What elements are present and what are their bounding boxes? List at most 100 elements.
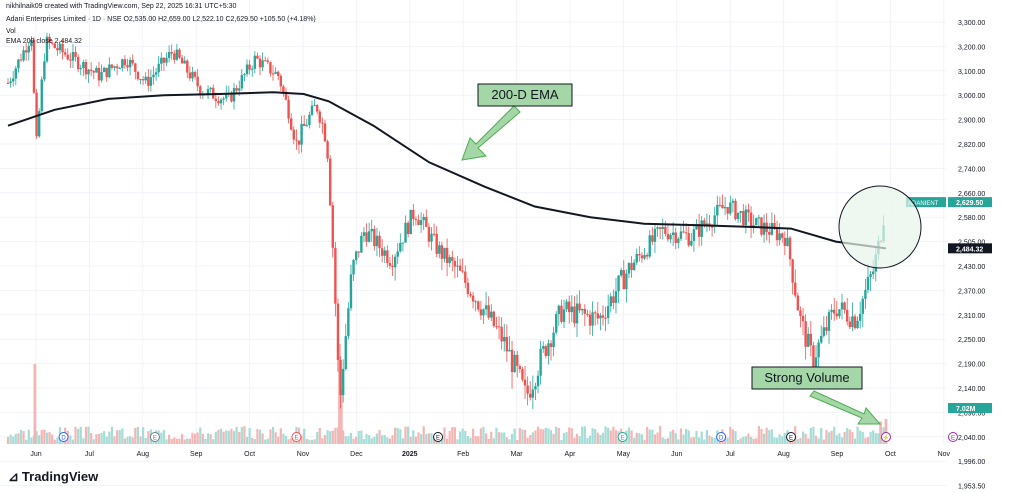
volume-bar xyxy=(659,426,662,444)
candle-body xyxy=(736,212,740,220)
volume-bar xyxy=(827,432,831,444)
candle-body xyxy=(32,39,36,93)
candle-body xyxy=(778,233,781,241)
candle-body xyxy=(24,50,28,53)
volume-bar xyxy=(258,429,262,444)
volume-bar xyxy=(240,427,243,444)
volume-bar xyxy=(84,426,88,444)
volume-bar xyxy=(110,426,114,444)
candle-body xyxy=(69,59,72,61)
volume-bar xyxy=(394,427,397,444)
volume-bar xyxy=(607,427,610,444)
volume-bar xyxy=(375,433,379,444)
candle-body xyxy=(596,313,599,319)
candle-body xyxy=(575,303,579,324)
volume-bar xyxy=(209,434,212,444)
price-axis[interactable]: 3,300.00 3,200.00 3,100.00 3,000.00 2,900.00… xyxy=(906,20,992,491)
volume-bar xyxy=(744,436,747,444)
volume-bar xyxy=(342,430,345,444)
candle-body xyxy=(671,232,675,236)
volume-bar xyxy=(747,433,750,444)
volume-bar xyxy=(9,434,12,444)
candle-body xyxy=(534,386,537,390)
volume-bar xyxy=(427,433,431,444)
volume-legend[interactable]: Vol xyxy=(6,28,16,35)
volume-bar xyxy=(425,434,428,444)
volume-bar xyxy=(825,430,828,444)
volume-bar xyxy=(14,433,17,444)
volume-bar xyxy=(768,430,771,444)
candle-body xyxy=(121,59,124,69)
volume-bar xyxy=(853,438,857,444)
time-axis[interactable]: Jun Jul Aug Sep Oct Nov Dec 2025 Feb Mar Apr May Jun… xyxy=(30,451,950,458)
volume-bar xyxy=(700,431,703,444)
candle-body xyxy=(479,309,483,316)
event-marker xyxy=(716,432,727,442)
volume-bar xyxy=(801,431,805,444)
candle-body xyxy=(399,242,402,252)
volume-bar xyxy=(497,432,501,444)
volume-bar xyxy=(269,429,272,444)
volume-bar xyxy=(243,426,246,444)
volume-bar xyxy=(134,428,137,444)
candle-body xyxy=(321,122,324,124)
volume-bar xyxy=(401,438,405,444)
price-tick-label: 2,250.00 xyxy=(958,337,985,344)
candle-body xyxy=(700,220,703,237)
candle-body xyxy=(713,215,716,227)
candle-body xyxy=(414,219,418,221)
volume-bar xyxy=(477,436,480,444)
candle-body xyxy=(50,42,54,44)
candle-body xyxy=(264,60,267,62)
candle-body xyxy=(61,43,64,53)
price-tick-label: 2,740.00 xyxy=(958,166,985,173)
candle-body xyxy=(373,228,376,247)
volume-bar xyxy=(820,427,823,444)
price-tick-label: 2,040.00 xyxy=(958,435,985,442)
candle-body xyxy=(516,354,519,366)
candle-body xyxy=(557,305,561,315)
candle-body xyxy=(497,326,501,328)
volume-bar xyxy=(87,426,90,444)
ema-legend[interactable]: EMA 200 close 2,484.32 xyxy=(6,38,82,45)
volume-bar xyxy=(864,437,867,444)
volume-bar xyxy=(407,426,410,444)
volume-bar xyxy=(505,437,508,444)
candle-body xyxy=(63,52,67,55)
candle-body xyxy=(451,257,454,261)
candle-body xyxy=(45,36,49,62)
price-candles xyxy=(6,32,885,410)
volume-bar xyxy=(812,426,815,444)
volume-bar xyxy=(492,438,495,444)
volume-bar xyxy=(807,438,810,444)
candle-body xyxy=(427,226,431,242)
volume-bar xyxy=(443,427,446,444)
candle-body xyxy=(570,306,574,313)
candle-body xyxy=(282,86,285,92)
candle-body xyxy=(105,67,108,78)
volume-bar xyxy=(723,439,727,444)
candle-body xyxy=(814,357,818,367)
volume-bar xyxy=(271,426,275,444)
volume-bar xyxy=(230,428,233,444)
candle-body xyxy=(871,271,875,275)
candle-body xyxy=(167,52,171,58)
volume-bar xyxy=(804,433,807,444)
time-tick-label: Jun xyxy=(671,451,682,458)
volume-bar xyxy=(123,438,127,444)
candle-body xyxy=(807,333,810,347)
last-price-tag: 2,629.50 xyxy=(956,200,983,207)
candle-body xyxy=(508,349,511,352)
volume-bar xyxy=(594,429,597,444)
volume-bar xyxy=(749,436,753,444)
candle-body xyxy=(505,336,509,352)
candle-body xyxy=(443,247,446,259)
candle-body xyxy=(43,61,46,80)
volume-bar xyxy=(838,433,841,444)
volume-bar xyxy=(38,435,41,444)
candle-body xyxy=(82,62,85,69)
symbol-legend[interactable]: Adani Enterprises Limited · 1D · NSE O2,… xyxy=(6,16,316,23)
volume-bar xyxy=(136,426,140,444)
tradingview-logo[interactable]: ⊿ TradingView xyxy=(8,469,99,484)
